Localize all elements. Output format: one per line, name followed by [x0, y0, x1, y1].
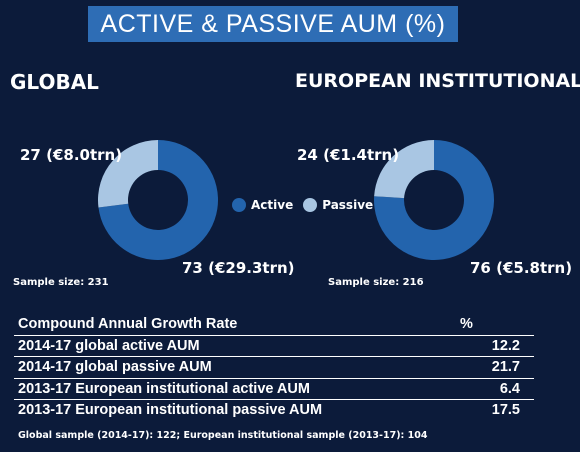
legend: Active Passive [232, 196, 383, 214]
row-value: 12.2 [446, 335, 534, 357]
global-active-slice [98, 140, 218, 260]
row-label: 2014-17 global passive AUM [14, 356, 446, 379]
cagr-table-header: Compound Annual Growth Rate % [14, 314, 534, 336]
global-active-label: 73 (€29.3trn) [182, 259, 295, 277]
row-value: 21.7 [446, 356, 534, 379]
european-institutional-heading: EUROPEAN INSTITUTIONAL [295, 70, 580, 92]
row-label: 2013-17 European institutional active AU… [14, 378, 446, 400]
table-row: 2013-17 European institutional passive A… [14, 400, 534, 421]
row-value: 6.4 [446, 378, 534, 400]
legend-passive-label: Passive [322, 198, 374, 212]
row-label: 2013-17 European institutional passive A… [18, 402, 323, 419]
cagr-header-label: Compound Annual Growth Rate [14, 314, 446, 336]
european-passive-label: 24 (€1.4trn) [297, 146, 400, 164]
european-sample-size: Sample size: 216 [328, 277, 424, 288]
legend-item-passive: Passive [303, 198, 373, 212]
global-heading: GLOBAL [10, 70, 99, 94]
table-row: 2013-17 European institutional active AU… [14, 378, 534, 400]
passive-swatch-icon [303, 198, 318, 212]
global-sample-size: Sample size: 231 [13, 277, 109, 288]
european-institutional-donut-chart [374, 140, 494, 260]
chart-title: ACTIVE & PASSIVE AUM (%) [100, 10, 446, 38]
table-row: 2014-17 global passive AUM 21.7 [14, 356, 534, 379]
table-footnote: Global sample (2014-17): 122; European i… [18, 430, 428, 441]
row-value: 17.5 [491, 402, 520, 419]
legend-active-label: Active [251, 198, 294, 212]
title-bar: ACTIVE & PASSIVE AUM (%) [88, 6, 458, 42]
european-active-label: 76 (€5.8trn) [470, 259, 573, 277]
row-label: 2014-17 global active AUM [14, 335, 446, 357]
cagr-table: Compound Annual Growth Rate % 2014-17 gl… [14, 314, 534, 421]
active-swatch-icon [232, 198, 246, 212]
global-passive-slice [98, 140, 158, 208]
global-donut-chart [98, 140, 218, 260]
european-passive-slice [374, 140, 434, 199]
cagr-header-percent: % [446, 314, 534, 336]
global-passive-label: 27 (€8.0trn) [20, 146, 123, 164]
legend-item-active: Active [232, 198, 293, 212]
european-active-slice [374, 140, 494, 260]
table-row: 2014-17 global active AUM 12.2 [14, 335, 534, 357]
